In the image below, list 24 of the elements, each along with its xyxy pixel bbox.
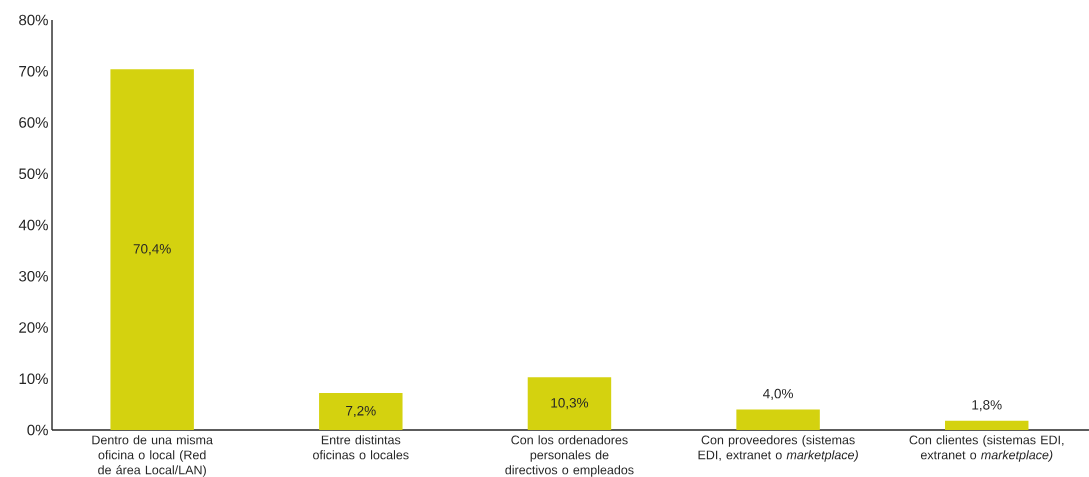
y-tick-label: 20% — [19, 322, 48, 333]
y-tick-label: 60% — [19, 117, 48, 128]
bar — [110, 69, 194, 430]
x-tick-label: Entre distintas oficinas o locales — [313, 435, 409, 460]
y-tick-label: 30% — [19, 270, 48, 282]
bar — [736, 409, 820, 430]
x-tick-label: Dentro de una misma oficina o local (Red de área Local/LAN) — [92, 435, 213, 477]
y-tick-label: 50% — [19, 168, 48, 180]
data-label: 4,0% — [763, 388, 793, 400]
x-tick-label: Con clientes (sistemas EDI, extranet o marketplace) — [909, 435, 1064, 462]
y-tick-label: 0% — [27, 424, 48, 436]
y-tick-label: 40% — [18, 219, 48, 231]
bar — [527, 377, 612, 430]
x-tick-label: Con proveedores (sistemas EDI, extranet o marketplace) — [698, 435, 858, 462]
y-tick-label: 70% — [19, 65, 48, 77]
x-tick-label: Con los ordenadores personales de directivos o empleados — [505, 435, 634, 477]
data-label: 7,2% — [346, 405, 376, 418]
y-tick-label: 10% — [19, 373, 48, 385]
data-label: 1,8% — [972, 400, 1002, 412]
bar — [319, 393, 403, 430]
data-label: 10,3% — [551, 398, 589, 410]
bar — [945, 420, 1029, 430]
y-tick-label: 80% — [19, 14, 48, 26]
data-label: 70,4% — [133, 244, 171, 256]
